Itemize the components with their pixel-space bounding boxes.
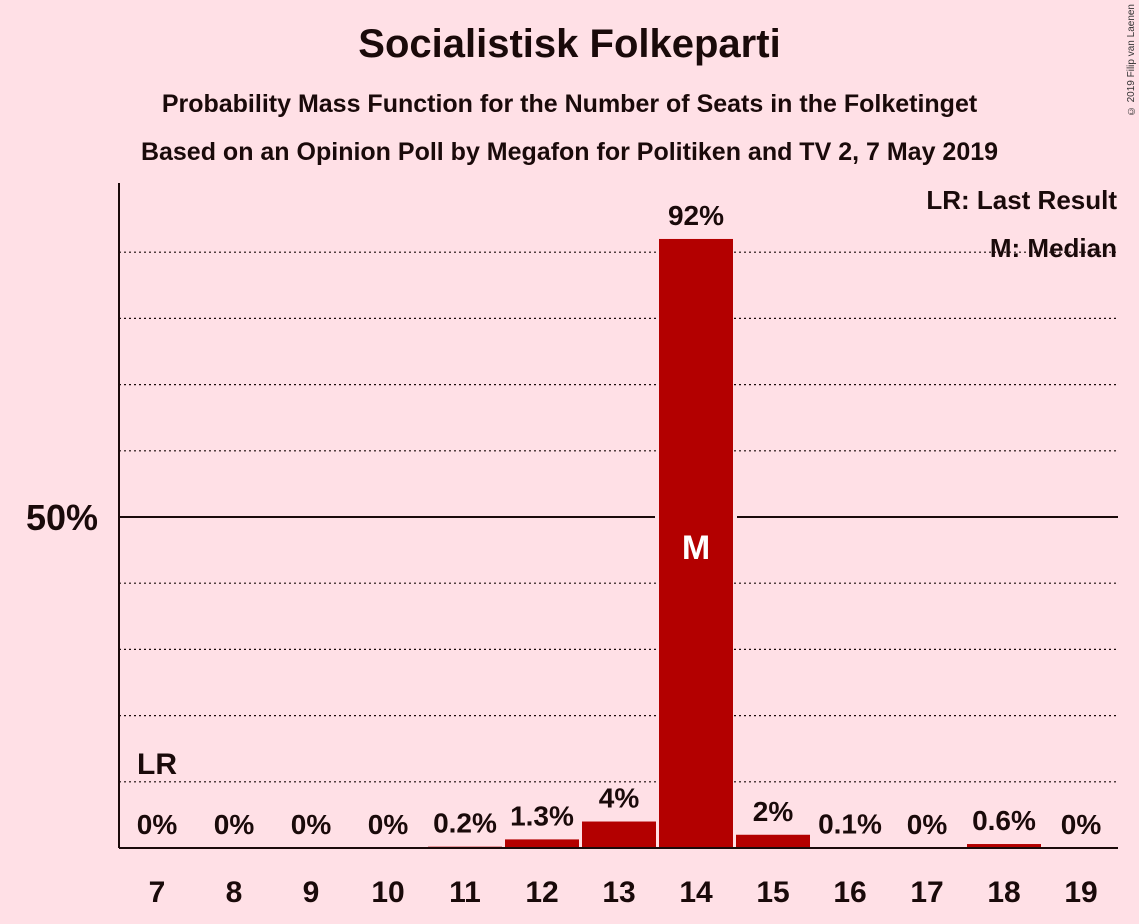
y-tick-label: 50% (26, 497, 98, 538)
x-tick-label-18: 18 (987, 876, 1020, 909)
data-label-17: 0% (907, 809, 948, 840)
x-tick-label-12: 12 (525, 876, 558, 909)
x-tick-label-9: 9 (303, 876, 320, 909)
x-tick-label-16: 16 (833, 876, 866, 909)
legend-median: M: Median (990, 233, 1117, 263)
data-label-13: 4% (599, 783, 640, 814)
bar-edge-gap-right (733, 515, 737, 519)
data-label-11: 0.2% (433, 808, 497, 839)
data-label-14: 92% (668, 200, 724, 231)
bar-12 (505, 839, 579, 848)
x-tick-label-17: 17 (910, 876, 943, 909)
bar-13 (582, 821, 656, 848)
data-label-8: 0% (214, 809, 255, 840)
x-tick-label-15: 15 (756, 876, 789, 909)
x-tick-label-11: 11 (449, 876, 481, 909)
bar-18 (967, 844, 1041, 848)
x-tick-label-8: 8 (226, 876, 243, 909)
data-label-18: 0.6% (972, 805, 1036, 836)
legend-last-result: LR: Last Result (926, 185, 1117, 215)
chart-subtitle-source: Based on an Opinion Poll by Megafon for … (140, 138, 999, 166)
median-marker: M (682, 529, 710, 567)
x-tick-label-10: 10 (371, 876, 404, 909)
bar-14 (659, 238, 733, 848)
x-tick-label-14: 14 (679, 876, 713, 909)
chart-subtitle: Probability Mass Function for the Number… (161, 90, 978, 118)
x-tick-label-13: 13 (602, 876, 635, 909)
data-label-9: 0% (291, 809, 332, 840)
bar-edge-gap-left (655, 515, 659, 519)
data-label-7: 0% (137, 809, 178, 840)
data-label-10: 0% (368, 809, 409, 840)
data-label-16: 0.1% (818, 808, 882, 839)
chart-title: Socialistisk Folkeparti (358, 22, 781, 66)
last-result-marker: LR (137, 748, 177, 781)
data-label-19: 0% (1061, 809, 1102, 840)
bar-15 (736, 834, 810, 848)
data-label-12: 1.3% (510, 800, 574, 831)
x-tick-label-7: 7 (149, 876, 166, 909)
data-label-15: 2% (753, 796, 794, 827)
x-tick-label-19: 19 (1064, 876, 1097, 909)
